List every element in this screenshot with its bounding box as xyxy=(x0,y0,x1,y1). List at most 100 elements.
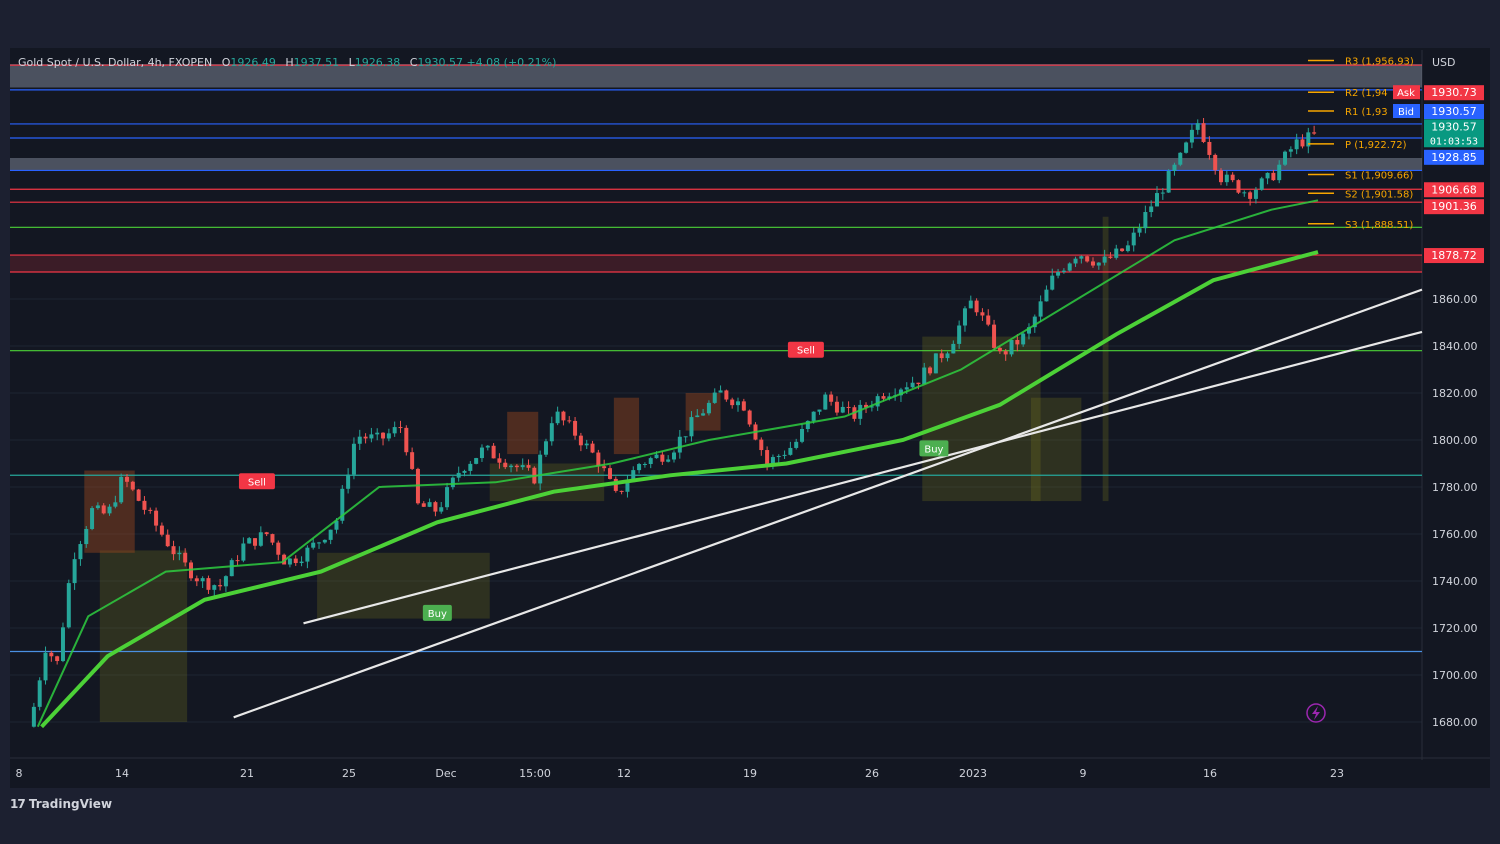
price-tag xyxy=(1424,248,1484,264)
candle-body xyxy=(800,429,805,442)
price-tick: 1700.00 xyxy=(1432,669,1478,682)
price-tick: 1680.00 xyxy=(1432,716,1478,729)
candle-body xyxy=(980,312,985,316)
candle-body xyxy=(1312,132,1317,134)
candle-body xyxy=(689,417,694,437)
candle-body xyxy=(148,509,153,511)
price-tag-label: 1930.57 xyxy=(1431,120,1477,133)
trend-zone xyxy=(1030,397,1082,502)
candle-body xyxy=(928,367,933,374)
time-tick: 9 xyxy=(1080,767,1087,780)
candle-body xyxy=(823,394,828,410)
price-tag-label: 1878.72 xyxy=(1431,249,1477,262)
candle-body xyxy=(340,488,345,521)
candle-body xyxy=(683,436,688,438)
candle-body xyxy=(968,300,973,309)
candle-body xyxy=(1178,152,1183,165)
candle-body xyxy=(625,482,630,492)
tradingview-brand[interactable]: 17 TradingView xyxy=(10,797,112,811)
candle-body xyxy=(1242,192,1247,194)
time-tick: 2023 xyxy=(959,767,987,780)
signal-label: Buy xyxy=(428,609,447,620)
price-tag xyxy=(1424,85,1484,101)
candle-body xyxy=(1061,270,1066,273)
candle-body xyxy=(101,505,106,514)
symbol-header: Gold Spot / U.S. Dollar, 4h, FXOPEN O192… xyxy=(18,56,556,69)
price-tag xyxy=(1424,149,1484,165)
candle-body xyxy=(776,455,781,458)
candle-body xyxy=(427,502,432,507)
moving-averages xyxy=(36,199,1319,729)
candle-body xyxy=(293,558,298,564)
candle-body xyxy=(1114,248,1119,258)
candle-body xyxy=(159,525,164,535)
candle-body xyxy=(177,552,182,555)
candle-body xyxy=(503,462,508,468)
candle-body xyxy=(922,367,927,385)
candle-body xyxy=(1120,248,1125,252)
candle-body xyxy=(381,432,386,439)
candle-body xyxy=(904,387,909,390)
price-tick: 1820.00 xyxy=(1432,387,1478,400)
pivot-label: R2 (1,94 xyxy=(1345,88,1388,99)
candle-body xyxy=(1143,212,1148,229)
change-value: +4.08 (+0.21%) xyxy=(466,56,557,69)
candle-body xyxy=(398,427,403,429)
candle-body xyxy=(695,415,700,418)
candle-body xyxy=(1155,193,1159,207)
price-axis: 1680.00 1700.00 1720.00 1740.00 1760.00 1780.… xyxy=(1432,293,1478,729)
candle-body xyxy=(701,413,706,416)
symbol-title[interactable]: Gold Spot / U.S. Dollar, 4h, FXOPEN xyxy=(18,56,213,69)
price-tag-label: 1928.85 xyxy=(1431,151,1477,164)
signal-badge xyxy=(238,473,275,490)
candle-body xyxy=(1096,262,1101,266)
quote-tag-label: Ask xyxy=(1397,88,1415,99)
candle-body xyxy=(1137,228,1142,233)
candle-body xyxy=(37,680,42,707)
trend-zone xyxy=(317,552,490,619)
candle-body xyxy=(95,505,100,509)
candle-body xyxy=(770,457,775,465)
candle-body xyxy=(410,452,415,469)
candle-body xyxy=(107,506,112,514)
candle-body xyxy=(992,324,997,348)
candle-body xyxy=(1009,339,1014,355)
candle-body xyxy=(1271,172,1276,181)
time-tick: 21 xyxy=(240,767,254,780)
candle-body xyxy=(474,458,479,464)
lightning-icon[interactable] xyxy=(1306,703,1326,723)
price-tag xyxy=(1424,182,1484,198)
candle-body xyxy=(264,532,269,535)
candle-body xyxy=(759,439,764,451)
candle-body xyxy=(171,546,176,555)
candle-body xyxy=(1184,142,1189,153)
candle-body xyxy=(439,507,444,512)
candle-body xyxy=(596,452,601,467)
candle-body xyxy=(514,465,519,468)
candle-body xyxy=(119,476,124,503)
candle-body xyxy=(299,561,304,564)
candle-body xyxy=(549,423,554,442)
signal-label: Buy xyxy=(924,444,943,455)
pivot-label: S1 (1,909.66) xyxy=(1345,170,1413,181)
candle-body xyxy=(270,534,275,543)
candle-body xyxy=(794,441,799,448)
candle-body xyxy=(997,347,1002,352)
pivot-label: R1 (1,93 xyxy=(1345,107,1388,118)
candle-body xyxy=(328,529,333,540)
candle-body xyxy=(1050,275,1055,290)
candle-body xyxy=(584,443,589,446)
candle-body xyxy=(1160,192,1165,194)
candle-body xyxy=(60,627,65,662)
candles xyxy=(31,117,1317,728)
candle-body xyxy=(1085,256,1090,262)
price-tag xyxy=(1424,199,1484,215)
grid-layer xyxy=(10,50,1490,760)
candle-body xyxy=(1213,154,1218,171)
candle-body xyxy=(1201,123,1206,142)
candle-body xyxy=(782,454,787,456)
quote-tag-label: Bid xyxy=(1398,107,1414,118)
candle-body xyxy=(183,552,188,563)
candle-body xyxy=(218,585,223,587)
